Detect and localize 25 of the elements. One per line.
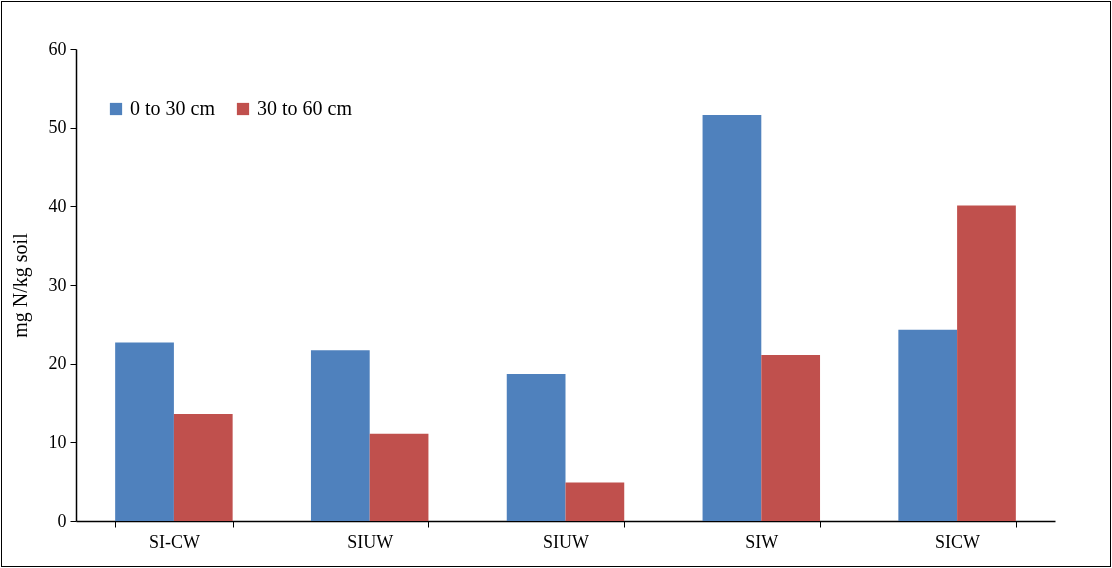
y-tick-label: 10 [48, 431, 67, 452]
y-axis-title: mg N/kg soil [8, 232, 32, 338]
y-tick-label: 40 [48, 195, 67, 216]
bar [369, 433, 429, 521]
bar [173, 414, 233, 521]
bar [957, 205, 1016, 521]
bar [310, 350, 370, 521]
bar [565, 482, 625, 521]
legend-label: 0 to 30 cm [130, 97, 216, 119]
bar [115, 342, 174, 521]
bar [761, 355, 821, 521]
bar [898, 329, 958, 521]
legend-label: 30 to 60 cm [257, 97, 353, 119]
bar [702, 115, 762, 521]
x-tick-label: SI-CW [148, 531, 200, 552]
bar [506, 373, 566, 521]
y-tick-label: 60 [48, 38, 67, 59]
x-tick-label: SIUW [347, 531, 394, 552]
y-tick-label: 30 [48, 274, 67, 295]
y-tick-label: 20 [48, 353, 67, 374]
x-tick-label: SIUW [543, 531, 589, 552]
x-tick-label: SIW [745, 531, 779, 552]
y-tick-label: 0 [57, 510, 67, 531]
x-tick-label: SICW [935, 531, 981, 552]
y-tick-label: 50 [48, 117, 67, 138]
